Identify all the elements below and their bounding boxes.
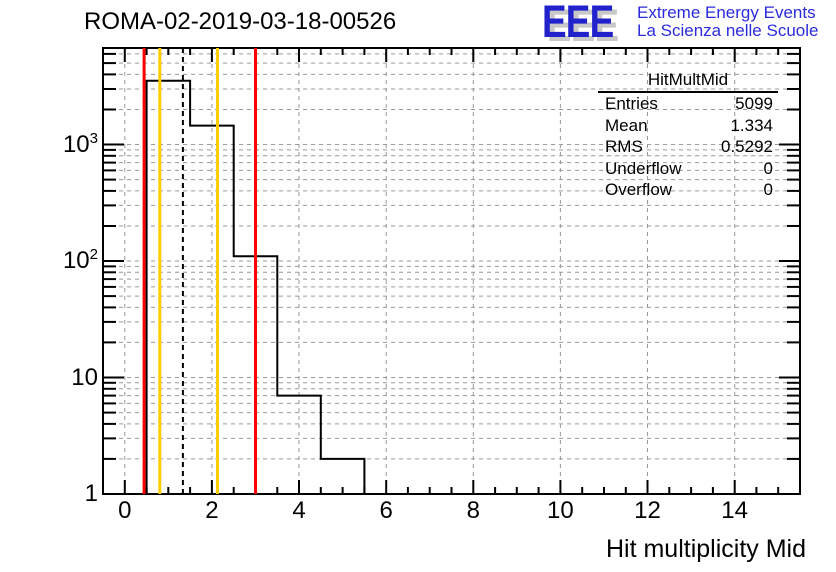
x-tick-label: 6: [379, 497, 393, 524]
stats-label: Underflow: [605, 158, 682, 178]
x-tick-label: 12: [634, 497, 661, 524]
y-tick-label: 102: [30, 247, 98, 275]
y-tick-label: 10: [30, 364, 98, 392]
logo-tagline-1: Extreme Energy Events: [637, 3, 816, 22]
logo-tagline-2: La Scienza nelle Scuole: [637, 21, 819, 40]
page-title: ROMA-02-2019-03-18-00526: [84, 8, 397, 35]
y-tick-label-base: 10: [71, 363, 98, 391]
x-tick-label: 8: [466, 497, 480, 524]
x-tick-label: 0: [118, 497, 132, 524]
y-tick-label-exponent: 3: [89, 129, 98, 147]
x-tick-label: 4: [292, 497, 306, 524]
stats-row-mean: Mean 1.334: [598, 115, 778, 137]
stats-title: HitMultMid: [598, 70, 778, 93]
stats-value: 0: [763, 158, 773, 178]
y-tick-label-base: 10: [62, 130, 90, 158]
y-tick-label-exponent: 2: [89, 246, 98, 264]
x-axis-title: Hit multiplicity Mid: [605, 535, 806, 563]
y-tick-label: 103: [30, 131, 98, 159]
stats-value: 1.334: [730, 115, 773, 135]
x-tick-label: 10: [547, 497, 574, 524]
stats-label: RMS: [605, 137, 643, 156]
y-tick-label-base: 1: [84, 480, 98, 507]
y-tick-label: 1: [30, 480, 98, 508]
x-tick-label: 2: [205, 497, 219, 524]
x-tick-label: 14: [721, 497, 748, 524]
stats-label: Overflow: [605, 180, 673, 199]
stats-row-overflow: Overflow 0: [598, 179, 778, 201]
stats-value: 5099: [735, 94, 773, 113]
stats-label: Mean: [605, 115, 648, 135]
stats-label: Entries: [605, 94, 658, 113]
stats-row-entries: Entries 5099: [598, 93, 778, 115]
stats-row-underflow: Underflow 0: [598, 158, 778, 180]
plot-frame: [102, 47, 801, 495]
stats-value: 0.5292: [721, 137, 773, 156]
y-tick-label-base: 10: [62, 247, 90, 275]
eee-logo: EEE: [542, 0, 614, 47]
stats-value: 0: [763, 180, 773, 199]
stats-row-rms: RMS 0.5292: [598, 136, 778, 158]
stats-box: HitMultMid Entries 5099 Mean 1.334 RMS 0…: [598, 70, 778, 201]
